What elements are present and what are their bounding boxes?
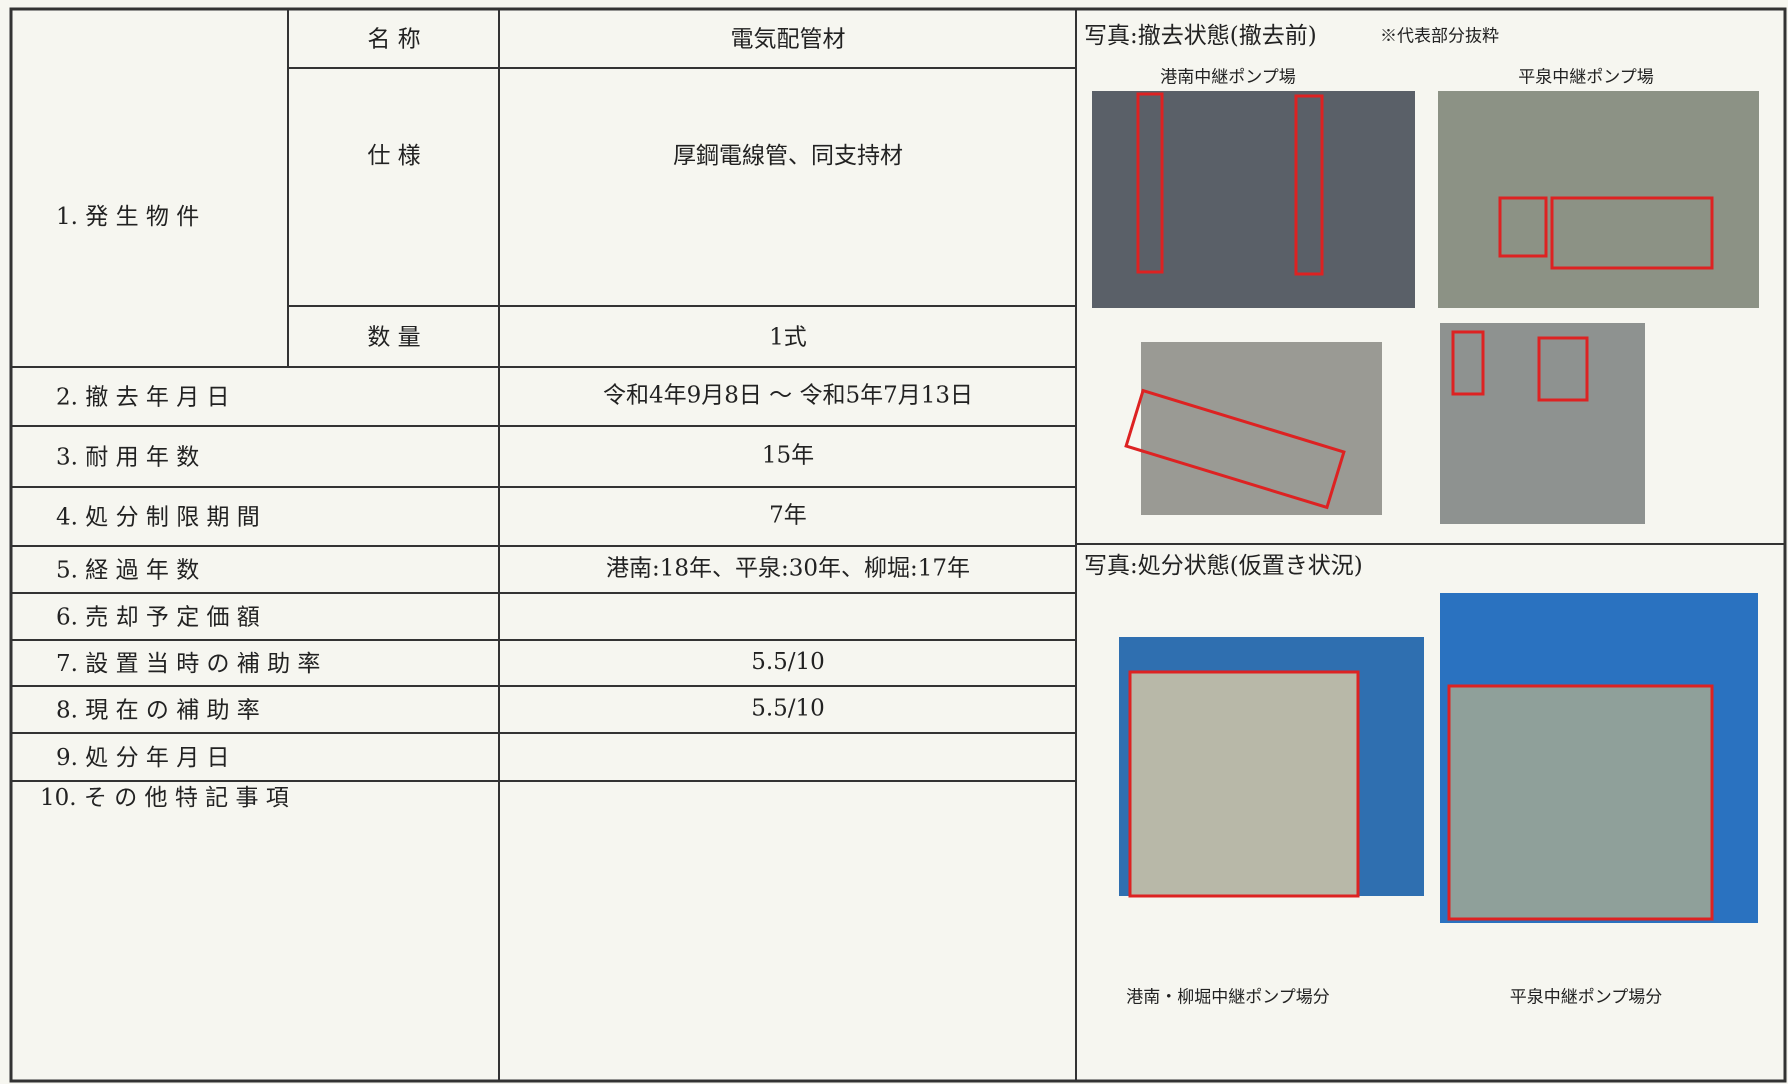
- highlight: [1124, 388, 1346, 510]
- row-value: 7年: [769, 503, 807, 529]
- row-label: 3. 耐 用 年 数: [56, 445, 199, 471]
- highlight: [1451, 330, 1485, 396]
- photo: [1092, 91, 1415, 308]
- photo: [1440, 323, 1645, 524]
- photo-caption: 港南・柳堀中継ポンプ場分: [1126, 988, 1330, 1008]
- highlight: [1128, 670, 1360, 898]
- photo-group: [1092, 91, 1759, 923]
- photo-caption: 港南中継ポンプ場: [1160, 68, 1296, 88]
- highlight: [1498, 196, 1548, 258]
- photo-caption: 平泉中継ポンプ場分: [1510, 988, 1663, 1008]
- photo-title: 写真:処分状態(仮置き状況): [1084, 553, 1363, 579]
- highlight: [1447, 684, 1714, 921]
- highlight: [1550, 196, 1714, 270]
- row-value: 5.5/10: [751, 649, 825, 675]
- highlight: [1294, 94, 1324, 276]
- photo-caption: 平泉中継ポンプ場: [1518, 68, 1654, 88]
- row-label: 4. 処 分 制 限 期 間: [56, 505, 260, 531]
- row-label: 6. 売 却 予 定 価 額: [56, 605, 260, 631]
- photo: [1141, 342, 1382, 515]
- row-label: 8. 現 在 の 補 助 率: [56, 698, 260, 724]
- row-value: 5.5/10: [751, 696, 825, 722]
- highlight: [1136, 92, 1164, 274]
- row-label: 10. そ の 他 特 記 事 項: [40, 785, 289, 811]
- item-label: 1. 発 生 物 件: [56, 204, 199, 230]
- field-label: 仕 様: [367, 143, 420, 169]
- field-value: 電気配管材: [731, 27, 846, 53]
- photo-note: ※代表部分抜粋: [1380, 27, 1499, 47]
- field-label: 数 量: [367, 325, 420, 351]
- row-value: 港南:18年、平泉:30年、柳堀:17年: [606, 556, 970, 582]
- row-value: 15年: [762, 443, 814, 469]
- field-label: 名 称: [367, 27, 420, 53]
- row-label: 7. 設 置 当 時 の 補 助 率: [56, 651, 320, 677]
- field-value: 1式: [769, 325, 807, 351]
- row-label: 5. 経 過 年 数: [56, 558, 199, 584]
- row-value: 令和4年9月8日 ～ 令和5年7月13日: [603, 383, 973, 409]
- row-label: 2. 撤 去 年 月 日: [56, 385, 230, 411]
- row-label: 9. 処 分 年 月 日: [56, 745, 230, 771]
- photo-title: 写真:撤去状態(撤去前): [1084, 23, 1317, 49]
- highlight: [1537, 336, 1589, 402]
- field-value: 厚鋼電線管、同支持材: [673, 143, 903, 169]
